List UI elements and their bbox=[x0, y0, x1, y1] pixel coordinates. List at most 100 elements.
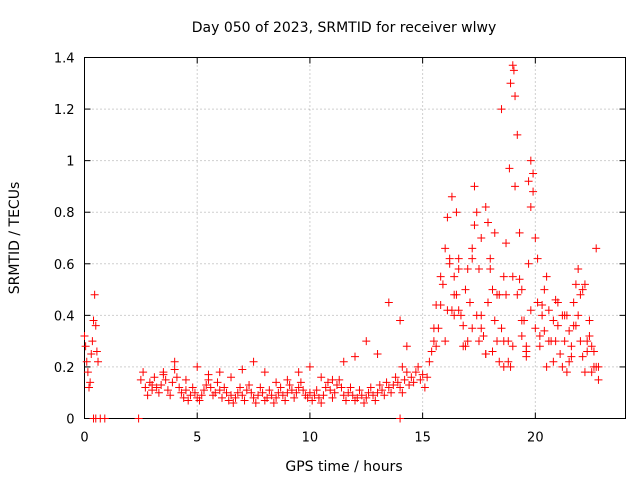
data-points bbox=[80, 61, 603, 423]
data-point bbox=[407, 373, 416, 382]
data-point bbox=[81, 342, 90, 351]
data-point bbox=[580, 368, 589, 377]
data-point bbox=[483, 218, 492, 227]
data-point bbox=[515, 228, 524, 237]
data-point bbox=[143, 391, 152, 400]
data-point bbox=[576, 337, 585, 346]
data-point bbox=[486, 264, 495, 273]
data-point bbox=[529, 169, 538, 178]
data-point bbox=[294, 368, 303, 377]
data-point bbox=[544, 337, 553, 346]
data-point bbox=[524, 259, 533, 268]
data-point bbox=[508, 61, 517, 70]
data-point bbox=[499, 362, 508, 371]
data-point bbox=[477, 234, 486, 242]
data-point bbox=[558, 362, 567, 371]
data-point bbox=[272, 393, 281, 402]
data-point bbox=[90, 290, 99, 299]
data-point bbox=[184, 396, 193, 405]
data-point bbox=[351, 352, 359, 361]
data-point bbox=[540, 326, 549, 335]
data-point bbox=[524, 177, 533, 186]
data-point bbox=[441, 337, 450, 346]
data-point bbox=[567, 352, 576, 361]
data-point bbox=[535, 331, 544, 340]
data-point bbox=[470, 221, 479, 230]
data-point bbox=[139, 368, 148, 377]
data-point bbox=[429, 324, 438, 333]
data-point bbox=[488, 347, 497, 356]
data-point bbox=[481, 203, 490, 212]
data-point bbox=[454, 254, 463, 263]
data-point bbox=[592, 244, 601, 253]
data-point bbox=[292, 388, 301, 397]
data-point bbox=[531, 324, 540, 333]
data-point bbox=[463, 264, 472, 273]
y-tick-label: 0.6 bbox=[54, 258, 75, 273]
data-point bbox=[450, 272, 459, 281]
data-point bbox=[272, 378, 281, 387]
data-point bbox=[517, 316, 526, 325]
data-point bbox=[470, 182, 479, 191]
data-point bbox=[136, 375, 145, 384]
data-point bbox=[366, 383, 375, 392]
data-point bbox=[425, 357, 434, 366]
data-point bbox=[296, 378, 305, 387]
data-point bbox=[378, 386, 387, 395]
data-point bbox=[589, 347, 598, 356]
data-point bbox=[542, 272, 551, 281]
data-point bbox=[371, 396, 380, 405]
data-point bbox=[281, 396, 290, 405]
data-point bbox=[83, 368, 92, 377]
data-point bbox=[215, 386, 224, 395]
data-point bbox=[175, 383, 184, 392]
data-point bbox=[229, 399, 238, 408]
data-point bbox=[515, 275, 524, 284]
data-point bbox=[346, 383, 355, 392]
data-point bbox=[398, 362, 407, 371]
data-point bbox=[319, 391, 328, 400]
data-point bbox=[332, 380, 341, 389]
data-point bbox=[443, 213, 452, 222]
data-point bbox=[538, 301, 547, 310]
data-point bbox=[493, 337, 502, 346]
data-point bbox=[220, 383, 229, 392]
data-point bbox=[258, 388, 267, 397]
data-point bbox=[542, 362, 551, 371]
data-point bbox=[509, 66, 518, 75]
data-point bbox=[396, 316, 405, 325]
y-tick-label: 0.4 bbox=[54, 309, 75, 324]
x-tick-label: 5 bbox=[193, 431, 201, 446]
data-point bbox=[490, 228, 499, 237]
data-point bbox=[578, 285, 587, 294]
data-point bbox=[549, 357, 558, 366]
data-point bbox=[218, 393, 227, 402]
data-point bbox=[562, 368, 571, 377]
data-point bbox=[443, 306, 452, 315]
data-point bbox=[308, 396, 317, 405]
data-point bbox=[236, 383, 245, 392]
data-point bbox=[497, 105, 506, 114]
data-point bbox=[418, 370, 427, 379]
data-point bbox=[323, 378, 332, 387]
data-point bbox=[578, 352, 587, 361]
data-point bbox=[393, 378, 402, 387]
data-point bbox=[274, 388, 283, 397]
data-point bbox=[305, 388, 314, 397]
plot-frame bbox=[84, 57, 626, 419]
data-point bbox=[481, 350, 490, 359]
data-point bbox=[245, 380, 254, 389]
y-tick-label: 0.2 bbox=[54, 361, 75, 376]
data-point bbox=[197, 391, 206, 400]
data-point bbox=[181, 386, 190, 395]
data-point bbox=[571, 280, 580, 289]
data-point bbox=[423, 373, 432, 382]
data-point bbox=[265, 386, 274, 395]
data-point bbox=[260, 368, 269, 377]
data-point bbox=[369, 391, 378, 400]
data-point bbox=[468, 254, 477, 263]
data-point bbox=[441, 244, 450, 253]
data-point bbox=[141, 383, 150, 392]
data-point bbox=[508, 342, 517, 351]
data-point bbox=[87, 350, 96, 359]
